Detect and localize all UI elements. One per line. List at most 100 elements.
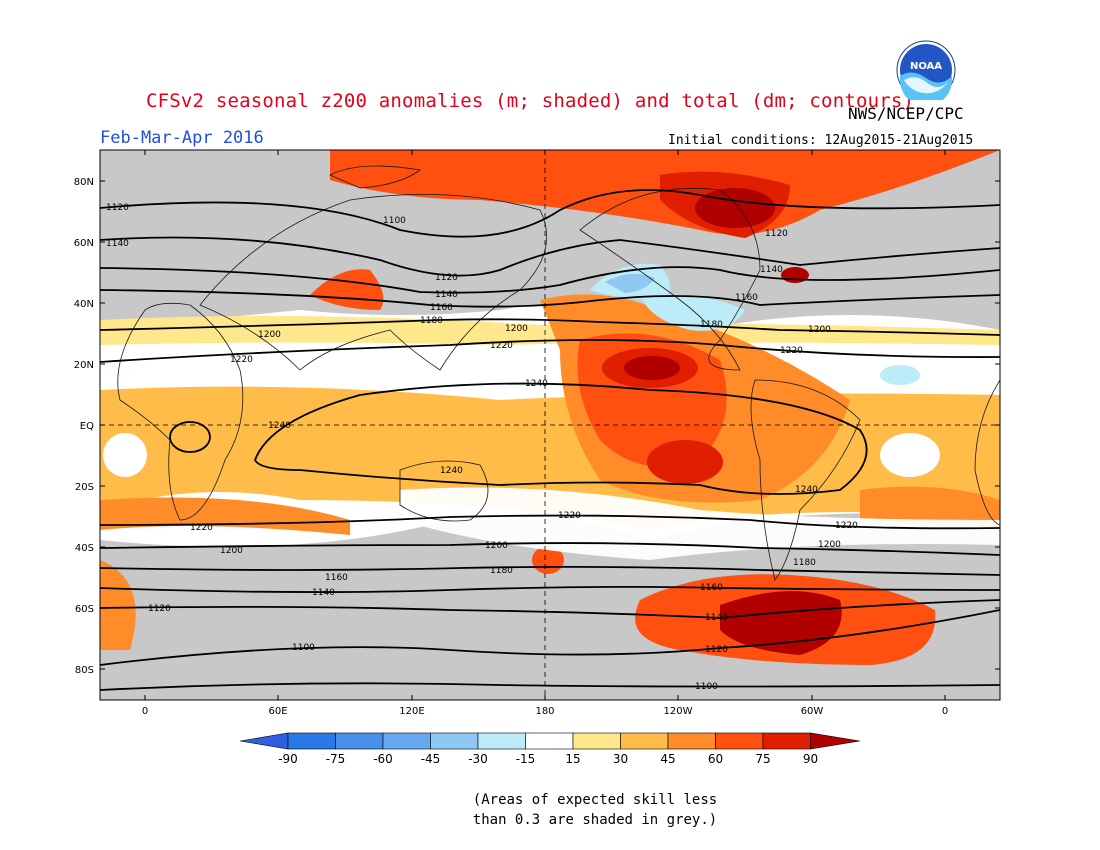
contour-label: 1140 [760,265,783,275]
contour-label: 1180 [420,316,443,326]
contour-label: 1120 [765,229,788,239]
longitude-label: 180 [535,706,554,717]
contour-label: 1240 [440,466,463,476]
eurasia-outline [199,193,547,371]
legend-swatch [287,732,336,750]
svalbard-outline [329,165,421,189]
legend-label: -30 [468,752,488,766]
legend-swatch [715,732,764,750]
latitude-label: 80S [75,665,94,676]
contour-label: 1200 [808,325,831,335]
contour-label: 1240 [795,485,818,495]
legend-swatch [382,732,431,750]
contour-label: 1120 [435,273,458,283]
legend-swatch [572,732,621,750]
legend-swatch [667,732,716,750]
legend-label: -60 [373,752,393,766]
longitude-label: 60E [268,706,287,717]
legend-label: -15 [516,752,536,766]
contour-label: 1100 [292,643,315,653]
noaa-logo-icon: NOAA [896,40,956,100]
contour-label: 1220 [558,511,581,521]
latitude-label: 20S [75,482,94,493]
south-america-outline [750,379,861,581]
contour-label: 1240 [268,421,291,431]
contour-label: 1220 [190,523,213,533]
contour-label: 1220 [835,521,858,531]
africa-east-outline [974,379,1000,526]
initial-conditions-label: Initial conditions: 12Aug2015-21Aug2015 [668,133,974,148]
contour-label: 1220 [780,346,803,356]
contour-label: 1200 [505,324,528,334]
contour-label: 1140 [106,239,129,249]
latitude-label: EQ [80,421,94,432]
footnote: (Areas of expected skill less than 0.3 a… [0,790,1100,830]
contour-label: 1100 [695,682,718,692]
contour-label: 1200 [485,541,508,551]
latitude-label: 60S [75,604,94,615]
legend-label: 15 [565,752,580,766]
latitude-axis: 80N 60N 40N 20N EQ 20S 40S 60S 80S [74,177,1000,676]
latitude-label: 20N [74,360,94,371]
contour-label: 1120 [106,203,129,213]
longitude-label: 0 [142,706,148,717]
color-legend: -90 -75 -60 -45 -30 -15 15 30 45 60 75 90 [239,732,861,766]
contour-label: 1120 [148,604,171,614]
legend-swatch [762,732,811,750]
contour-label: 1160 [325,573,348,583]
legend-label: 30 [613,752,628,766]
contour-label: 1140 [705,613,728,623]
legend-label: -90 [278,752,298,766]
map-panel: 1120 1100 1140 1120 1140 1120 1140 1160 … [100,150,1000,700]
logo-text: NOAA [910,61,942,72]
contour-label: 1120 [705,645,728,655]
latitude-label: 40N [74,299,94,310]
contour-label: 1240 [525,379,548,389]
contour-label-group: 1120 1100 1140 1120 1140 1120 1140 1160 … [106,203,858,692]
contour-label: 1160 [430,303,453,313]
legend-label: -45 [421,752,441,766]
legend-label: 90 [803,752,818,766]
chart-title: CFSv2 seasonal z200 anomalies (m; shaded… [146,90,915,112]
contour-label: 1180 [793,558,816,568]
contour-label: 1180 [700,320,723,330]
longitude-label: 120E [399,706,424,717]
contour-label: 1200 [258,330,281,340]
agency-label: NWS/NCEP/CPC [848,104,964,123]
contour-label: 1160 [700,583,723,593]
latitude-label: 80N [74,177,94,188]
legend-swatch [239,732,289,750]
legend-swatch [477,732,526,750]
longitude-label: 0 [942,706,948,717]
contour-label: 1180 [490,566,513,576]
north-america-outline [579,187,761,371]
contour-label: 1220 [230,355,253,365]
legend-label: 60 [708,752,723,766]
legend-swatch [810,732,861,750]
legend-swatch [620,732,669,750]
season-label: Feb-Mar-Apr 2016 [100,128,264,148]
contour-label: 1220 [490,341,513,351]
longitude-label: 60W [801,706,824,717]
latitude-label: 40S [75,543,94,554]
contour-label: 1140 [435,290,458,300]
coastlines [117,165,1000,581]
legend-label: -75 [326,752,346,766]
longitude-label: 120W [664,706,693,717]
latitude-label: 60N [74,238,94,249]
footnote-line: (Areas of expected skill less [472,792,718,808]
africa-outline [117,302,244,521]
contour-label: 1140 [312,588,335,598]
legend-swatch [335,732,384,750]
contour-label: 1100 [383,216,406,226]
longitude-axis: 0 60E 120E 180 120W 60W 0 [142,150,948,717]
height-contours [100,189,1000,691]
legend-swatch [525,732,574,750]
footnote-line: than 0.3 are shaded in grey.) [472,812,718,828]
warm-patch-southwest [100,560,136,650]
legend-label: 45 [660,752,675,766]
legend-swatch [430,732,479,750]
contour-label: 1200 [818,540,841,550]
legend-label: 75 [755,752,770,766]
